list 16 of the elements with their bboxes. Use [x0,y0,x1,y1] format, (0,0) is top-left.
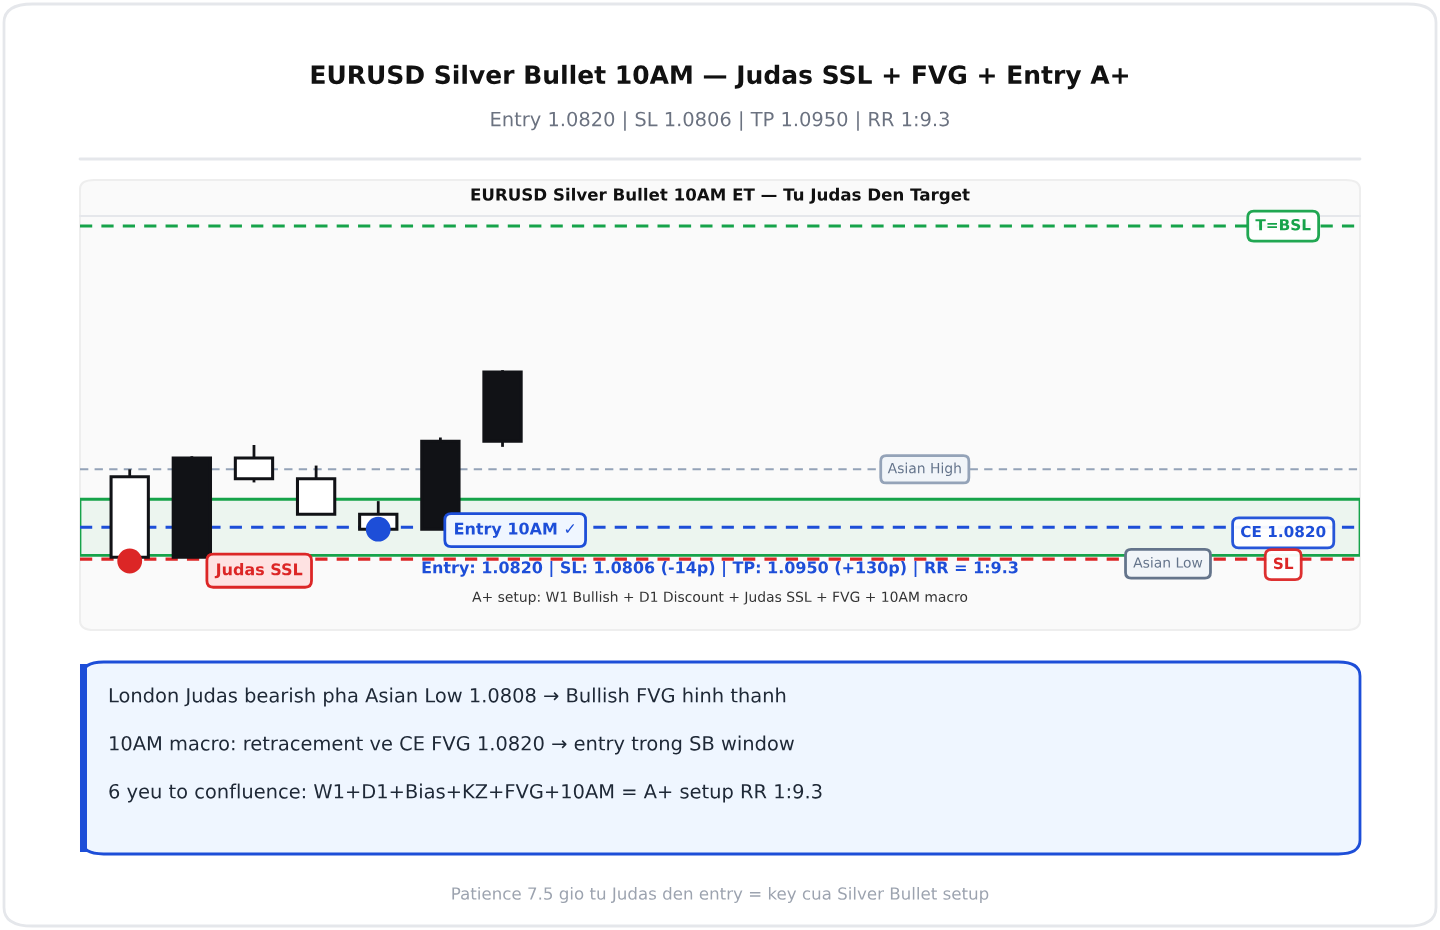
annotation: Entry 10AM ✓ [455,522,575,538]
text: Entry: 1.0820 | SL: 1.0806 (-14p) | TP: 1.0950 (+130p) | RR = 1:9.3 [422,561,1018,577]
ref-line-label: SL [1273,557,1294,570]
text: Patience 7.5 gio tu Judas den entry = key cua Silver Bullet setup [452,886,989,904]
ref-line-label: CE 1.0820 [1241,525,1326,538]
text: 10AM macro: retracement ve CE FVG 1.0820 → entry trong SB window [110,735,794,755]
annotation: Asian Low [1133,557,1203,568]
text: EURUSD Silver Bullet 10AM — Judas SSL + FVG + Entry A+ [311,64,1128,90]
ref-line-label: Asian High [887,462,961,477]
ref-line-label: T=BSL [1255,218,1311,231]
text: 6 yeu to confluence: W1+D1+Bias+KZ+FVG+10AM = A+ setup RR 1:9.3 [109,783,822,803]
text: London Judas bearish pha Asian Low 1.0808 → Bullish FVG hinh thanh [109,687,786,707]
text: EURUSD Silver Bullet 10AM ET — Tu Judas Den Target [471,187,970,205]
text: A+ setup: W1 Bullish + D1 Discount + Judas SSL + FVG + 10AM macro [472,591,968,605]
annotation: Judas SSL [214,563,303,579]
text: Entry 1.0820 | SL 1.0806 | TP 1.0950 | RR 1:9.3 [491,111,949,131]
